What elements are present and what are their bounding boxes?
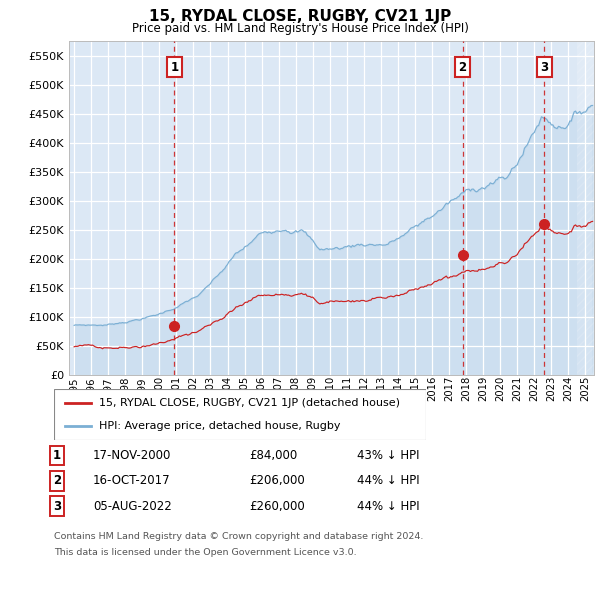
Text: £206,000: £206,000 (249, 474, 305, 487)
Text: 43% ↓ HPI: 43% ↓ HPI (357, 449, 419, 462)
Text: 2: 2 (458, 61, 467, 74)
Text: 44% ↓ HPI: 44% ↓ HPI (357, 474, 419, 487)
Text: Price paid vs. HM Land Registry's House Price Index (HPI): Price paid vs. HM Land Registry's House … (131, 22, 469, 35)
FancyBboxPatch shape (54, 389, 426, 440)
Text: This data is licensed under the Open Government Licence v3.0.: This data is licensed under the Open Gov… (54, 548, 356, 556)
Text: Contains HM Land Registry data © Crown copyright and database right 2024.: Contains HM Land Registry data © Crown c… (54, 532, 424, 541)
Text: 2: 2 (53, 474, 61, 487)
Text: 44% ↓ HPI: 44% ↓ HPI (357, 500, 419, 513)
Text: 05-AUG-2022: 05-AUG-2022 (93, 500, 172, 513)
Text: 17-NOV-2000: 17-NOV-2000 (93, 449, 172, 462)
Text: 1: 1 (53, 449, 61, 462)
Text: 16-OCT-2017: 16-OCT-2017 (93, 474, 170, 487)
Text: £260,000: £260,000 (249, 500, 305, 513)
Text: HPI: Average price, detached house, Rugby: HPI: Average price, detached house, Rugb… (98, 421, 340, 431)
Text: 15, RYDAL CLOSE, RUGBY, CV21 1JP (detached house): 15, RYDAL CLOSE, RUGBY, CV21 1JP (detach… (98, 398, 400, 408)
Text: £84,000: £84,000 (249, 449, 297, 462)
Text: 1: 1 (170, 61, 178, 74)
Text: 3: 3 (541, 61, 548, 74)
Text: 15, RYDAL CLOSE, RUGBY, CV21 1JP: 15, RYDAL CLOSE, RUGBY, CV21 1JP (149, 9, 451, 24)
Text: 3: 3 (53, 500, 61, 513)
